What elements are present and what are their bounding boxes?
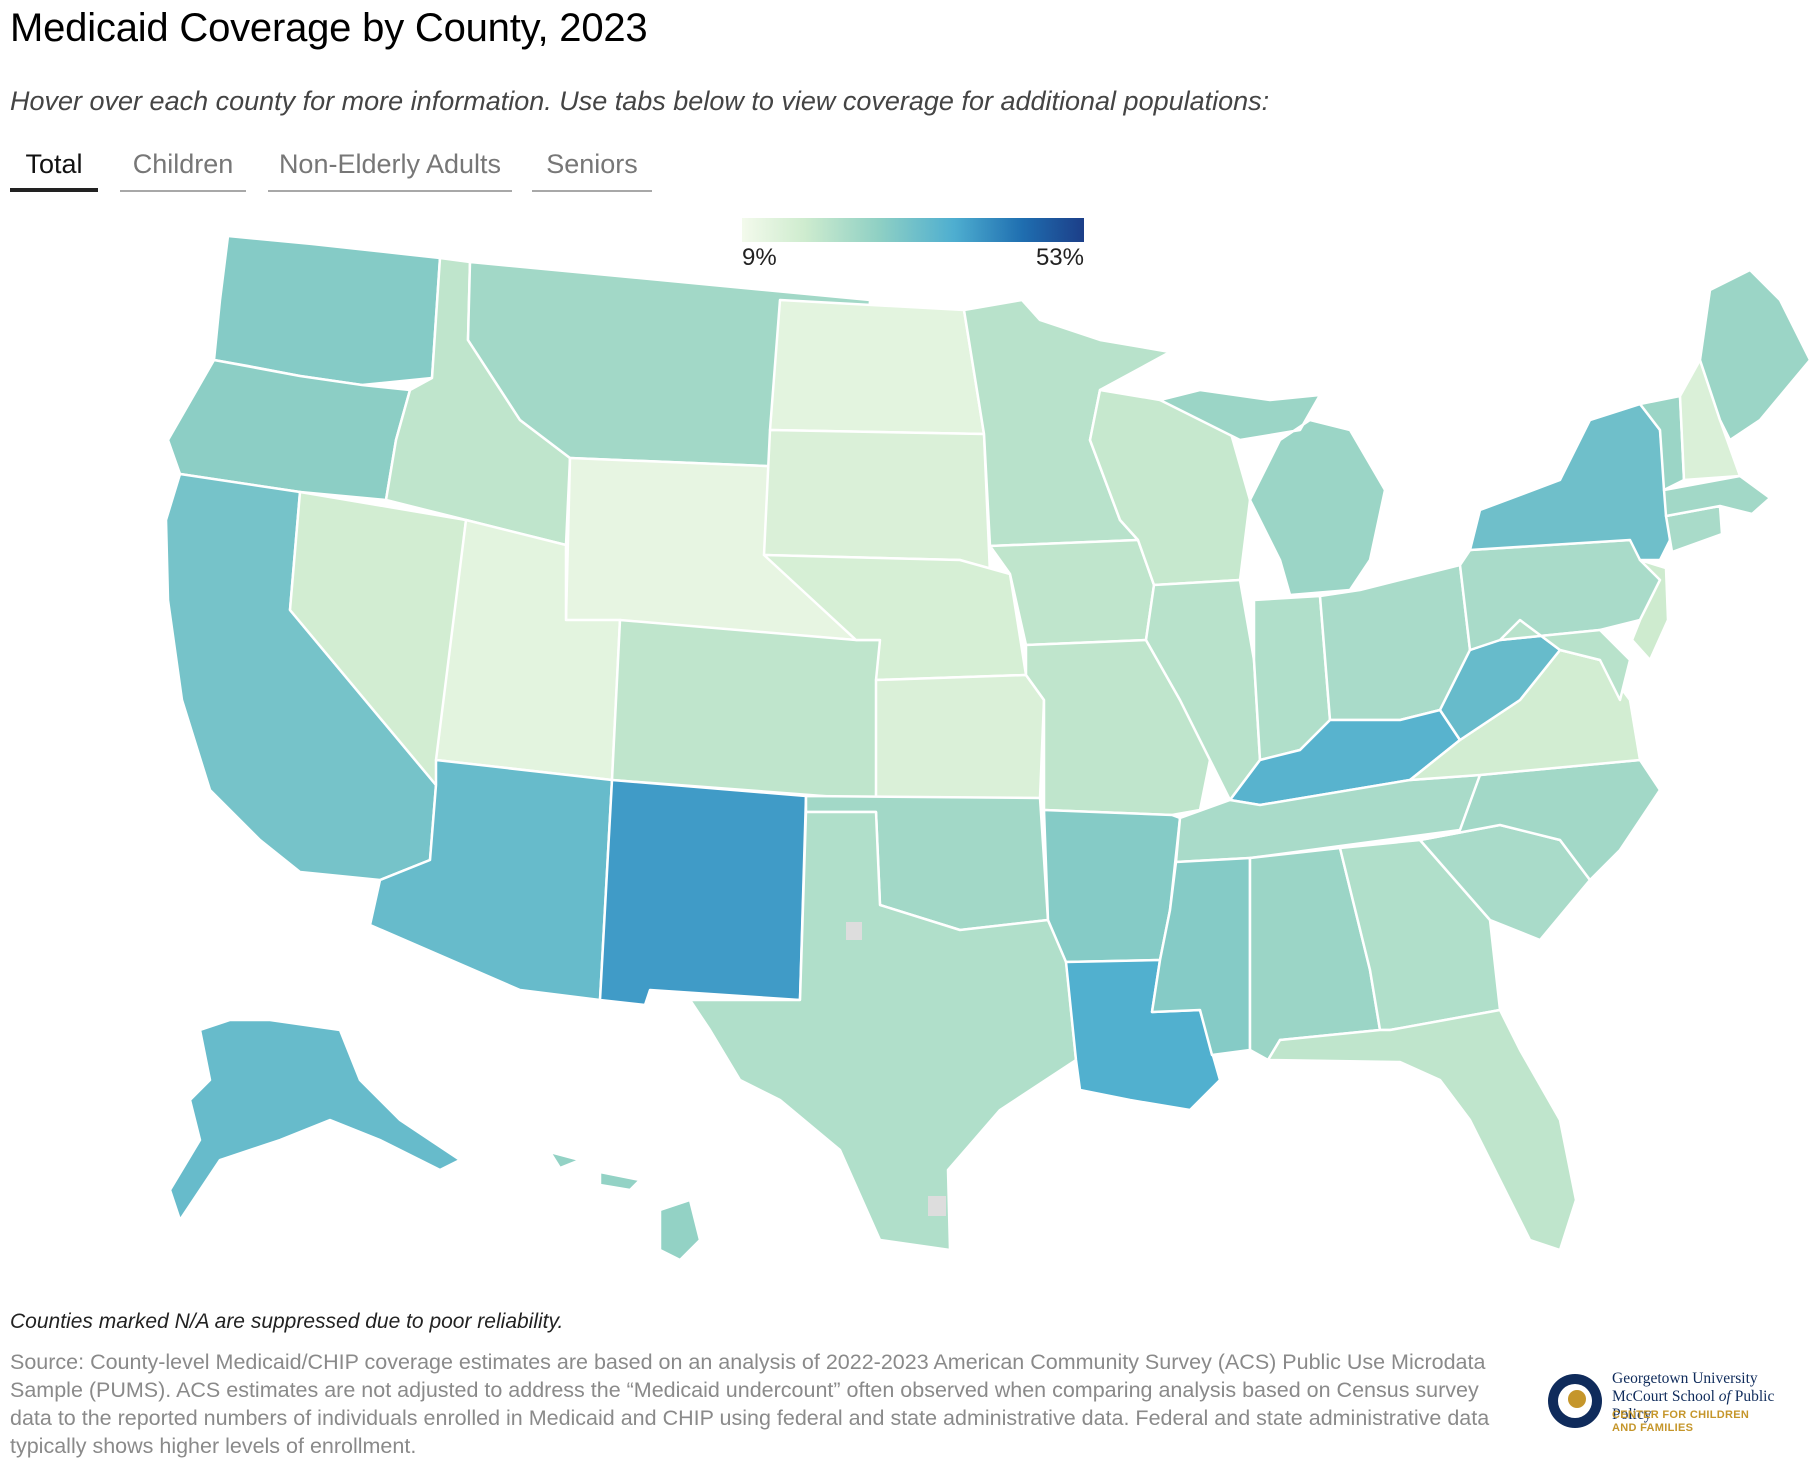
state-washington[interactable] [212,234,442,387]
state-new-york[interactable] [1468,402,1672,562]
na-note: Counties marked N/A are suppressed due t… [10,1310,564,1333]
tab-non-elderly-adults[interactable]: Non-Elderly Adults [268,144,512,192]
tab-total[interactable]: Total [10,144,98,192]
state-alaska[interactable] [168,1018,462,1222]
logo-line-3: CENTER FOR CHILDREN [1612,1409,1750,1421]
page-subtitle: Hover over each county for more informat… [10,86,1270,116]
na-county-marker [928,1196,946,1216]
state-michigan[interactable] [1158,388,1387,597]
logo-line-4: AND FAMILIES [1612,1422,1694,1434]
state-florida[interactable] [1266,1008,1578,1252]
logo-line-1: Georgetown University [1612,1370,1758,1387]
state-north-dakota[interactable] [768,298,986,436]
state-new-hampshire[interactable] [1678,358,1742,482]
tab-children[interactable]: Children [120,144,246,192]
state-south-dakota[interactable] [762,428,992,576]
state-kansas[interactable] [874,673,1046,802]
legend-min-label: 9% [742,244,777,271]
georgetown-logo[interactable]: Georgetown University McCourt School of … [1546,1368,1816,1436]
state-maryland[interactable] [1498,618,1632,702]
state-hawaii[interactable] [548,1150,702,1262]
state-new-jersey[interactable] [1630,558,1670,662]
legend-max-label: 53% [1035,244,1084,271]
tab-seniors[interactable]: Seniors [532,144,652,192]
logo-line-2: McCourt School of Public Policy [1612,1388,1775,1423]
page-title: Medicaid Coverage by County, 2023 [10,6,648,50]
state-maine[interactable] [1698,268,1812,442]
state-colorado[interactable] [610,618,882,802]
state-new-mexico[interactable] [598,778,808,1007]
source-note: Source: County-level Medicaid/CHIP cover… [10,1350,1490,1458]
state-vermont[interactable] [1638,394,1686,492]
legend-gradient-bar [742,218,1084,242]
state-arkansas[interactable] [1042,808,1182,964]
na-county-marker [846,922,862,940]
state-texas[interactable] [688,810,1078,1252]
logo-emblem-icon [1548,1374,1602,1428]
us-county-map [164,234,1812,1262]
color-legend: 9% 53% [742,218,1084,272]
